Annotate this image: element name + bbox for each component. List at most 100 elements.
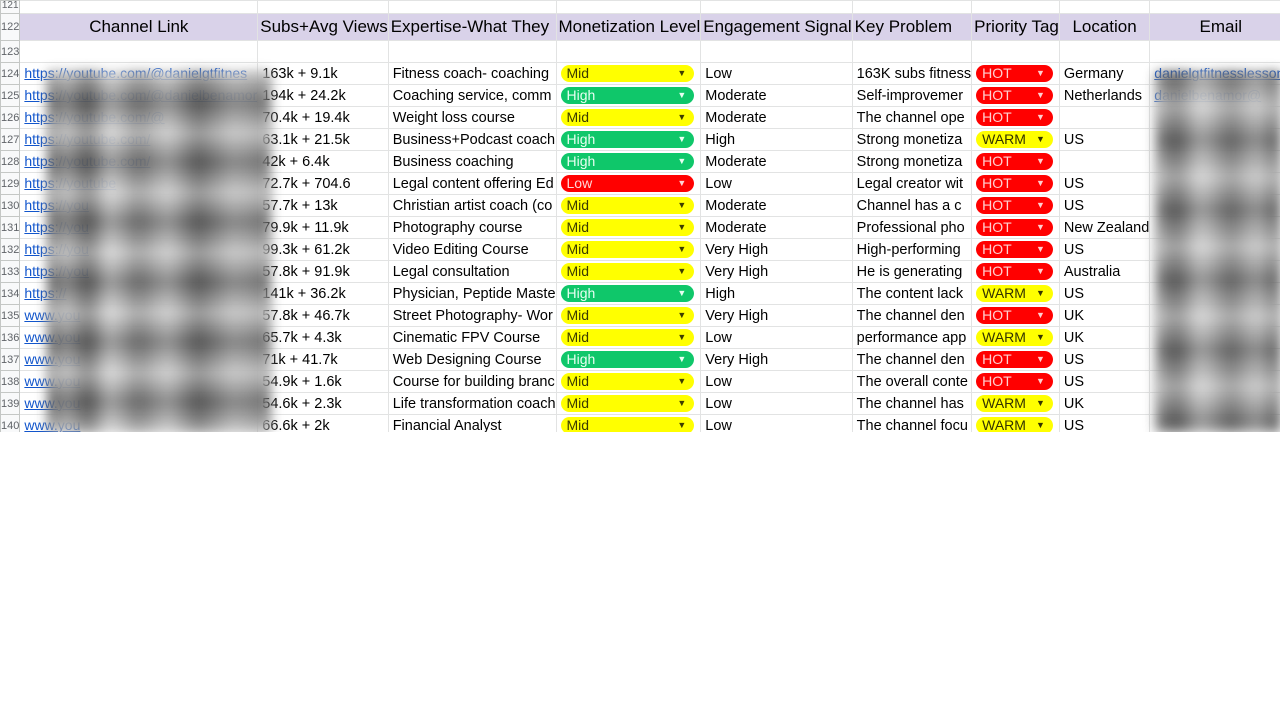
dropdown-caret-icon[interactable]: ▼ — [1035, 310, 1045, 320]
monetization-cell[interactable]: Mid ▼ — [555, 216, 702, 239]
expertise-cell[interactable]: Physician, Peptide Maste — [387, 282, 557, 305]
expertise-cell[interactable]: Web Designing Course — [387, 348, 557, 371]
priority-chip[interactable]: HOT ▼ — [976, 175, 1053, 192]
expertise-cell[interactable]: Business coaching — [387, 150, 557, 173]
priority-cell[interactable]: HOT ▼ — [971, 84, 1060, 107]
dropdown-caret-icon[interactable]: ▼ — [1035, 332, 1045, 342]
monetization-chip[interactable]: High ▼ — [560, 153, 695, 170]
monetization-chip[interactable]: Mid ▼ — [560, 109, 695, 126]
dropdown-caret-icon[interactable]: ▼ — [1035, 156, 1045, 166]
row-number[interactable]: 127 — [0, 128, 21, 151]
dropdown-caret-icon[interactable]: ▼ — [1035, 178, 1045, 188]
engagement-cell[interactable]: High — [700, 128, 853, 151]
priority-chip[interactable]: HOT ▼ — [976, 373, 1053, 390]
expertise-cell[interactable]: Financial Analyst — [387, 414, 557, 432]
row-number[interactable]: 130 — [0, 194, 21, 217]
priority-cell[interactable]: WARM ▼ — [971, 326, 1060, 349]
dropdown-caret-icon[interactable]: ▼ — [677, 376, 687, 386]
monetization-chip[interactable]: Mid ▼ — [560, 307, 695, 324]
dropdown-caret-icon[interactable]: ▼ — [1035, 354, 1045, 364]
dropdown-caret-icon[interactable]: ▼ — [677, 398, 687, 408]
location-cell[interactable] — [1058, 150, 1151, 173]
location-cell[interactable]: UK — [1058, 304, 1151, 327]
priority-cell[interactable]: HOT ▼ — [971, 62, 1060, 85]
engagement-cell[interactable]: Moderate — [700, 216, 853, 239]
priority-cell[interactable]: HOT ▼ — [971, 216, 1060, 239]
header-key-problem[interactable]: Key Problem — [851, 13, 973, 41]
expertise-cell[interactable]: Christian artist coach (co — [387, 194, 557, 217]
priority-cell[interactable]: WARM ▼ — [971, 414, 1060, 432]
priority-cell[interactable]: WARM ▼ — [971, 282, 1060, 305]
subs-views-cell[interactable]: 99.3k + 61.2k — [257, 238, 389, 261]
header-engagement[interactable]: Engagement Signal — [700, 13, 853, 41]
monetization-chip[interactable]: High ▼ — [560, 285, 695, 302]
monetization-cell[interactable]: Mid ▼ — [555, 414, 702, 432]
priority-cell[interactable]: HOT ▼ — [971, 172, 1060, 195]
dropdown-caret-icon[interactable]: ▼ — [1035, 398, 1045, 408]
priority-chip[interactable]: WARM ▼ — [976, 395, 1053, 412]
priority-chip[interactable]: HOT ▼ — [976, 307, 1053, 324]
monetization-chip[interactable]: Mid ▼ — [560, 241, 695, 258]
key-problem-cell[interactable]: Channel has a c — [851, 194, 973, 217]
location-cell[interactable]: US — [1058, 370, 1151, 393]
location-cell[interactable]: New Zealand — [1058, 216, 1151, 239]
priority-cell[interactable]: HOT ▼ — [971, 238, 1060, 261]
row-number[interactable]: 135 — [0, 304, 21, 327]
key-problem-cell[interactable]: The channel ope — [851, 106, 973, 129]
dropdown-caret-icon[interactable]: ▼ — [1035, 376, 1045, 386]
engagement-cell[interactable]: Low — [700, 172, 853, 195]
expertise-cell[interactable]: Street Photography- Wor — [387, 304, 557, 327]
dropdown-caret-icon[interactable]: ▼ — [1035, 112, 1045, 122]
key-problem-cell[interactable]: The channel has — [851, 392, 973, 415]
key-problem-cell[interactable]: High-performing — [851, 238, 973, 261]
monetization-cell[interactable]: Mid ▼ — [555, 326, 702, 349]
row-number[interactable]: 129 — [0, 172, 21, 195]
dropdown-caret-icon[interactable]: ▼ — [1035, 420, 1045, 430]
row-number[interactable]: 131 — [0, 216, 21, 239]
key-problem-cell[interactable]: Professional pho — [851, 216, 973, 239]
expertise-cell[interactable]: Life transformation coach — [387, 392, 557, 415]
dropdown-caret-icon[interactable]: ▼ — [677, 354, 687, 364]
header-expertise[interactable]: Expertise-What They — [387, 13, 557, 41]
dropdown-caret-icon[interactable]: ▼ — [677, 420, 687, 430]
priority-chip[interactable]: WARM ▼ — [976, 285, 1053, 302]
location-cell[interactable]: US — [1058, 194, 1151, 217]
engagement-cell[interactable]: Very High — [700, 238, 853, 261]
monetization-chip[interactable]: Mid ▼ — [560, 197, 695, 214]
expertise-cell[interactable]: Course for building branc — [387, 370, 557, 393]
location-cell[interactable]: UK — [1058, 326, 1151, 349]
row-number[interactable]: 124 — [0, 62, 21, 85]
row-number[interactable]: 133 — [0, 260, 21, 283]
key-problem-cell[interactable]: 163K subs fitness — [851, 62, 973, 85]
subs-views-cell[interactable]: 57.7k + 13k — [257, 194, 389, 217]
key-problem-cell[interactable]: Legal creator wit — [851, 172, 973, 195]
expertise-cell[interactable]: Coaching service, comm — [387, 84, 557, 107]
priority-chip[interactable]: HOT ▼ — [976, 241, 1053, 258]
expertise-cell[interactable]: Fitness coach- coaching — [387, 62, 557, 85]
subs-views-cell[interactable]: 57.8k + 91.9k — [257, 260, 389, 283]
subs-views-cell[interactable]: 66.6k + 2k — [257, 414, 389, 432]
header-monetization[interactable]: Monetization Level — [555, 13, 702, 41]
dropdown-caret-icon[interactable]: ▼ — [1035, 68, 1045, 78]
row-number[interactable]: 125 — [0, 84, 21, 107]
dropdown-caret-icon[interactable]: ▼ — [677, 178, 687, 188]
expertise-cell[interactable]: Legal content offering Ed — [387, 172, 557, 195]
key-problem-cell[interactable]: performance app — [851, 326, 973, 349]
header-subs-views[interactable]: Subs+Avg Views — [257, 13, 389, 41]
dropdown-caret-icon[interactable]: ▼ — [1035, 90, 1045, 100]
priority-chip[interactable]: HOT ▼ — [976, 351, 1053, 368]
dropdown-caret-icon[interactable]: ▼ — [1035, 222, 1045, 232]
priority-chip[interactable]: HOT ▼ — [976, 263, 1053, 280]
monetization-cell[interactable]: High ▼ — [555, 128, 702, 151]
monetization-chip[interactable]: High ▼ — [560, 131, 695, 148]
subs-views-cell[interactable]: 70.4k + 19.4k — [257, 106, 389, 129]
location-cell[interactable]: UK — [1058, 392, 1151, 415]
key-problem-cell[interactable]: Self-improvemer — [851, 84, 973, 107]
dropdown-caret-icon[interactable]: ▼ — [1035, 200, 1045, 210]
engagement-cell[interactable]: High — [700, 282, 853, 305]
priority-chip[interactable]: WARM ▼ — [976, 329, 1053, 346]
subs-views-cell[interactable]: 194k + 24.2k — [257, 84, 389, 107]
monetization-cell[interactable]: Mid ▼ — [555, 106, 702, 129]
monetization-cell[interactable]: Mid ▼ — [555, 370, 702, 393]
subs-views-cell[interactable]: 72.7k + 704.6 — [257, 172, 389, 195]
